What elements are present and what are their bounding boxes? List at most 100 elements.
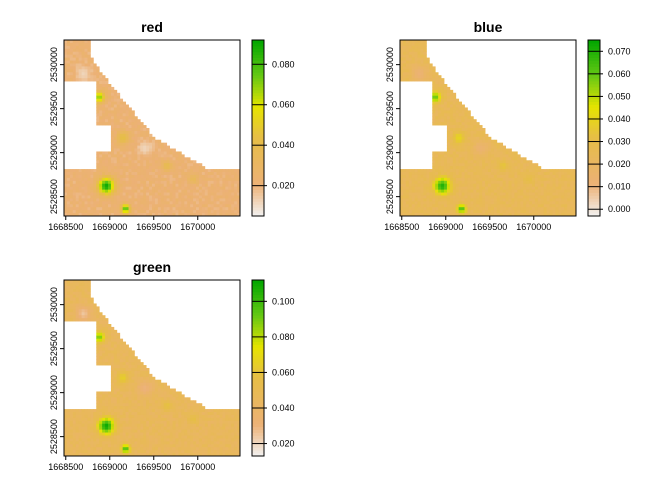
raster-cell	[140, 195, 144, 199]
raster-cell	[102, 438, 106, 442]
raster-cell	[143, 373, 147, 378]
raster-cell	[75, 177, 80, 182]
raster-cell	[420, 75, 424, 79]
raster-cell	[110, 441, 115, 445]
raster-cell	[573, 207, 577, 211]
raster-cell	[198, 438, 203, 442]
raster-cell	[172, 180, 176, 185]
raster-cell	[69, 45, 74, 50]
raster-cell	[408, 189, 413, 193]
raster-cell	[402, 177, 407, 182]
raster-cell	[520, 160, 524, 164]
raster-cell	[69, 72, 74, 76]
raster-cell	[488, 166, 492, 170]
raster-cell	[134, 195, 138, 199]
raster-cell	[113, 362, 118, 366]
raster-cell	[78, 282, 82, 287]
raster-cell	[490, 177, 495, 182]
raster-cell	[237, 420, 241, 425]
raster-cell	[84, 441, 88, 445]
raster-cell	[499, 154, 504, 158]
raster-cell	[438, 113, 442, 117]
raster-cell	[119, 148, 124, 152]
raster-cell	[225, 201, 229, 205]
raster-cell	[137, 444, 141, 448]
raster-cell	[105, 163, 109, 167]
raster-cell	[400, 63, 404, 67]
raster-cell	[476, 151, 480, 155]
raster-cell	[69, 48, 74, 53]
raster-cell	[154, 388, 159, 392]
raster-cell	[96, 98, 100, 102]
raster-cell	[417, 180, 421, 185]
raster-cell	[540, 180, 545, 185]
raster-cell	[81, 438, 85, 442]
raster-cell	[402, 57, 407, 61]
raster-cell	[207, 192, 212, 196]
raster-cell	[408, 63, 413, 67]
raster-cell	[116, 157, 121, 161]
raster-cell	[190, 447, 194, 451]
raster-cell	[75, 318, 80, 322]
raster-cell	[184, 180, 188, 185]
raster-cell	[119, 101, 124, 105]
raster-cell	[193, 177, 197, 182]
raster-cell	[432, 180, 436, 185]
raster-cell	[231, 414, 235, 419]
raster-cell	[105, 326, 109, 331]
raster-cell	[216, 447, 220, 451]
raster-cell	[178, 157, 182, 161]
raster-cell	[423, 183, 427, 188]
raster-cell	[125, 113, 129, 117]
raster-cell	[75, 66, 80, 70]
raster-cell	[467, 204, 471, 208]
raster-cell	[201, 213, 206, 217]
raster-cell	[502, 163, 506, 167]
raster-cell	[113, 438, 118, 442]
raster-cell	[96, 151, 100, 155]
raster-cell	[149, 429, 153, 433]
raster-cell	[75, 45, 80, 50]
raster-cell	[122, 394, 126, 398]
raster-cell	[131, 169, 135, 173]
raster-cell	[152, 136, 156, 141]
raster-cell	[108, 359, 112, 363]
raster-cell	[87, 429, 91, 433]
raster-cell	[96, 435, 100, 439]
raster-cell	[163, 441, 168, 445]
raster-cell	[64, 213, 68, 217]
raster-cell	[175, 400, 179, 404]
raster-cell	[125, 128, 129, 132]
raster-cell	[108, 207, 112, 211]
raster-cell	[470, 192, 474, 196]
raster-cell	[160, 453, 165, 457]
raster-cell	[128, 423, 132, 428]
raster-cell	[172, 207, 176, 211]
raster-cell	[105, 81, 109, 85]
raster-cell	[110, 432, 115, 436]
raster-cell	[552, 192, 556, 196]
raster-cell	[119, 417, 124, 422]
raster-cell	[552, 213, 556, 217]
raster-cell	[160, 151, 165, 155]
raster-cell	[99, 324, 103, 328]
raster-cell	[508, 160, 512, 164]
raster-cell	[137, 391, 141, 395]
raster-cell	[140, 174, 144, 179]
raster-cell	[225, 186, 229, 190]
raster-cell	[172, 174, 176, 179]
raster-cell	[152, 385, 156, 389]
raster-cell	[555, 186, 559, 190]
raster-cell	[72, 183, 77, 188]
raster-cell	[210, 441, 214, 445]
raster-cell	[78, 291, 82, 296]
raster-cell	[113, 198, 118, 202]
raster-cell	[411, 57, 416, 61]
raster-cell	[452, 213, 457, 217]
raster-cell	[499, 142, 504, 146]
raster-cell	[99, 432, 103, 436]
raster-cell	[482, 177, 486, 182]
raster-cell	[143, 201, 147, 205]
raster-cell	[110, 174, 115, 179]
raster-cell	[110, 397, 115, 401]
